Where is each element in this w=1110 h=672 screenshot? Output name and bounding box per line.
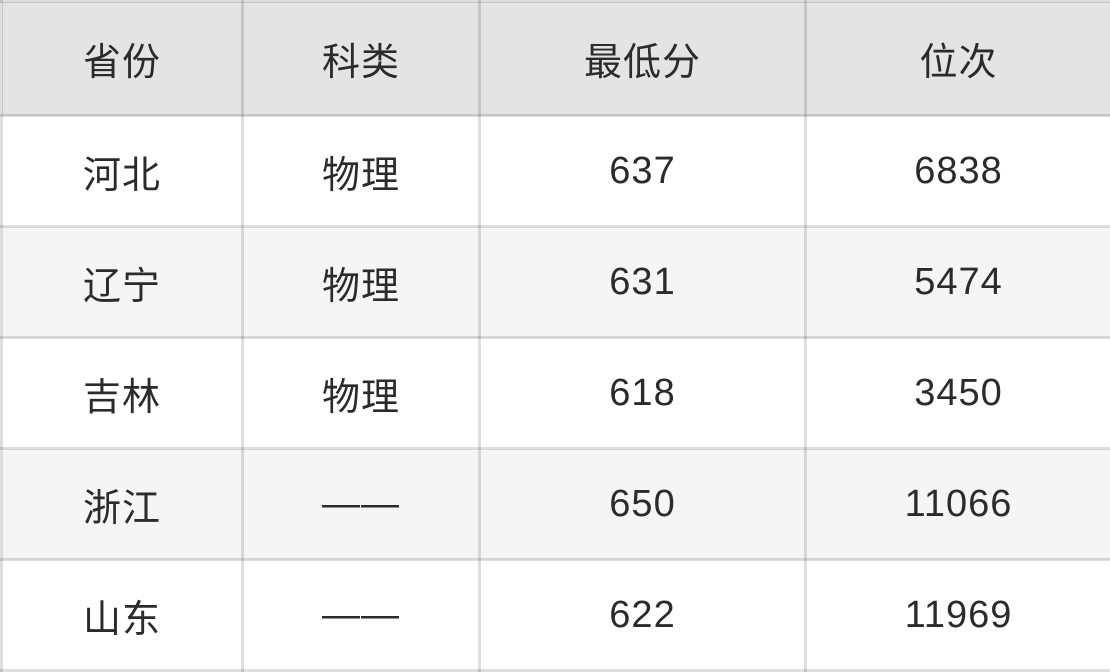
table-cell: 3450: [806, 338, 1110, 449]
table-cell: 山东: [2, 560, 243, 671]
table-cell: 631: [480, 227, 806, 338]
column-header: 科类: [243, 2, 480, 116]
table-cell: 637: [480, 116, 806, 227]
table-cell: 物理: [243, 338, 480, 449]
table-cell: 辽宁: [2, 227, 243, 338]
column-header: 位次: [806, 2, 1110, 116]
table-cell: ——: [243, 449, 480, 560]
table-cell: 河北: [2, 116, 243, 227]
table-cell: 650: [480, 449, 806, 560]
column-header: 省份: [2, 2, 243, 116]
table-cell: 622: [480, 560, 806, 671]
table-cell: 618: [480, 338, 806, 449]
table-cell: ——: [243, 560, 480, 671]
table-cell: 11066: [806, 449, 1110, 560]
table-cell: 物理: [243, 227, 480, 338]
table-cell: 物理: [243, 116, 480, 227]
table-cell: 5474: [806, 227, 1110, 338]
table-cell: 6838: [806, 116, 1110, 227]
table-cell: 11969: [806, 560, 1110, 671]
table-cell: 浙江: [2, 449, 243, 560]
header-row: 省份科类最低分位次: [2, 2, 1110, 116]
table-cell: 吉林: [2, 338, 243, 449]
column-header: 最低分: [480, 2, 806, 116]
